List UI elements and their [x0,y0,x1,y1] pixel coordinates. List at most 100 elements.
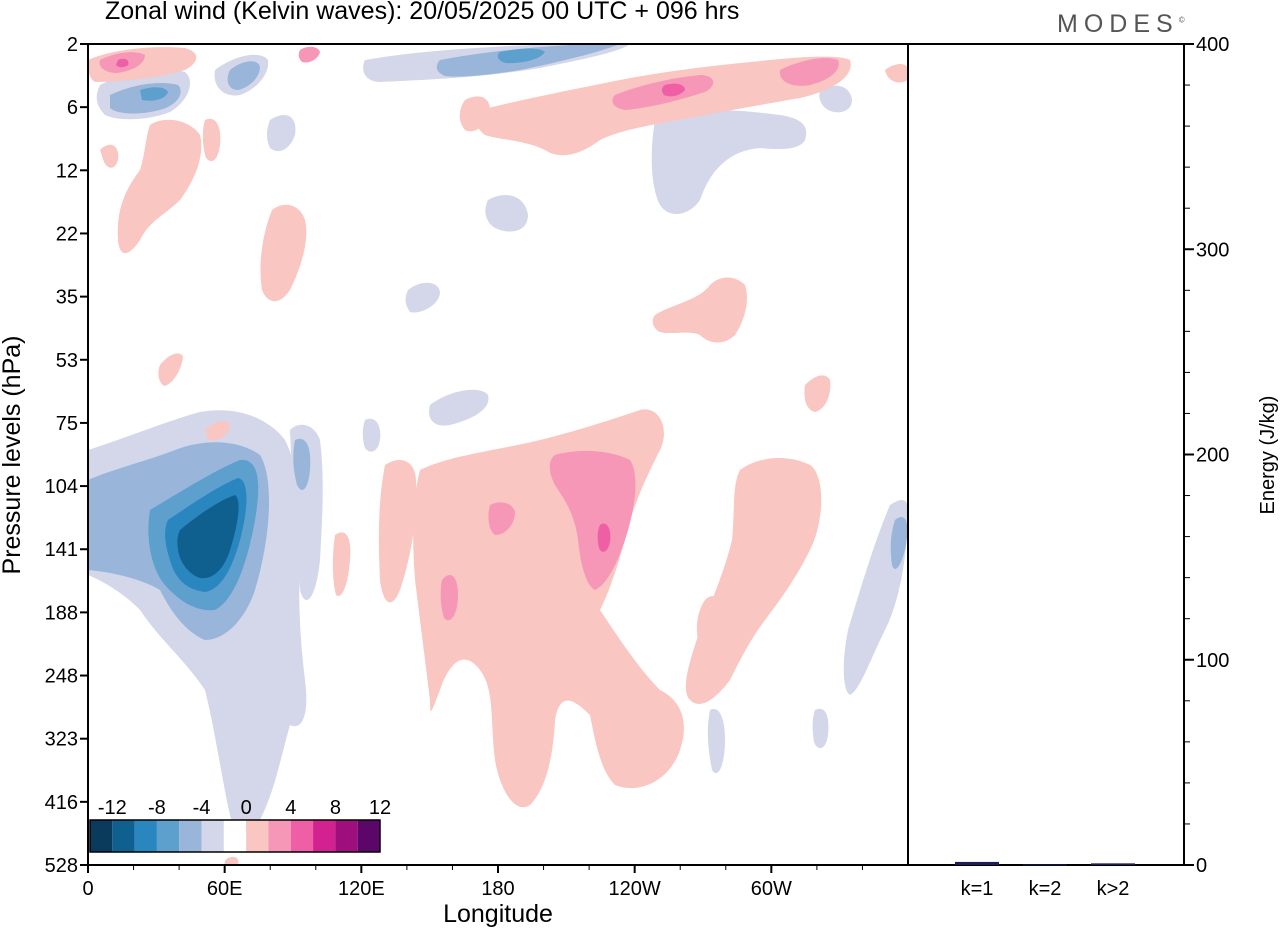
pos-region-2 [205,421,230,441]
energy-axis: 0 100 200 300 400 [1184,34,1229,877]
pos-region-6 [597,523,611,552]
energy-panel-frame [907,43,1185,866]
colorbar-label: -12 [98,797,127,819]
chart-title: Zonal wind (Kelvin waves): 20/05/2025 00… [105,0,740,25]
y-tick-label: 6 [67,97,78,119]
neg-region-12 [177,495,239,579]
pos-region-2 [804,375,831,412]
neg-region-6 [293,438,311,490]
pos-region-2 [332,532,351,596]
energy-tick-label: 300 [1196,239,1229,261]
energy-bars: k=1 k=2 k>2 [955,861,1135,900]
pos-region-6 [116,58,129,68]
neg-region-4 [819,85,852,113]
neg-region-4 [267,115,296,152]
pos-region-2 [696,596,721,644]
x-tick-label: 120W [609,878,661,900]
energy-bar-label: k>2 [1097,878,1130,900]
energy-tick-label: 100 [1196,650,1229,672]
neg-region-4 [651,110,807,215]
pos-region-2 [202,118,221,162]
pos-region-2 [378,460,417,603]
energy-axis-title: Energy (J/kg) [1257,396,1279,515]
y-tick-label: 416 [45,792,78,814]
x-tick-label: 120E [338,878,385,900]
pos-region-4 [298,46,320,63]
energy-tick-label: 400 [1196,34,1229,56]
colorbar-swatch [90,820,113,852]
zonal-wind-field [88,44,908,865]
y-tick-label: 141 [45,539,78,561]
pos-region-2 [885,64,908,83]
longitude-axis: 0 60E 120E 180 120W 60W [82,865,863,900]
energy-bar [1023,864,1067,866]
colorbar-label: -8 [148,797,166,819]
colorbar-swatch [246,820,269,852]
y-tick-label: 35 [56,287,78,309]
colorbar-swatch [112,820,135,852]
x-axis-title: Longitude [443,900,553,928]
neg-region-4 [812,708,829,749]
y-tick-label: 188 [45,602,78,624]
neg-region-6 [890,517,908,569]
colorbar-frame [89,819,381,853]
energy-bar-label: k=2 [1029,878,1062,900]
pos-region-4 [779,58,839,86]
neg-region-4 [405,282,440,313]
y-tick-label: 53 [56,350,78,372]
x-tick-label: 180 [481,878,514,900]
pos-region-2 [652,277,747,343]
colorbar-swatch [156,820,180,852]
pos-region-4 [440,575,458,621]
y-tick-label: 22 [56,223,78,245]
neg-region-4 [707,709,725,774]
modes-logo: MODES© [1057,10,1185,38]
y-tick-label: 12 [56,160,78,182]
colorbar-swatch [290,820,314,852]
x-tick-label: 60E [207,878,243,900]
neg-region-4 [429,389,489,426]
pos-region-2 [100,144,119,168]
energy-tick-label: 0 [1196,855,1207,877]
colorbar-swatch [335,820,358,852]
y-tick-label: 323 [45,729,78,751]
y-tick-label: 528 [45,855,78,877]
colorbar-swatch [313,820,336,852]
colorbar-label: -4 [193,797,211,819]
colorbar-swatch [134,820,157,852]
pos-region-4 [488,502,515,535]
pos-region-2 [685,458,822,704]
colorbar-label: 4 [285,797,296,819]
y-tick-label: 248 [45,666,78,688]
pos-region-2 [260,204,307,302]
colorbar-swatch [223,820,247,852]
energy-bar-label: k=1 [961,878,994,900]
neg-region-6 [227,61,260,90]
colorbar-swatch [268,820,291,852]
y-axis-title: Pressure levels (hPa) [0,336,26,575]
pos-region-2 [224,856,239,865]
pos-region-2 [476,56,851,156]
colorbar-swatch [357,820,380,852]
y-tick-label: 2 [67,34,78,56]
pressure-axis: 2 6 12 22 35 53 75 104 141 188 248 323 416 528 [45,34,88,877]
pos-region-4 [549,450,636,590]
energy-tick-label: 200 [1196,445,1229,467]
neg-region-4 [485,195,528,232]
neg-region-4 [362,418,381,452]
colorbar-swatch [179,820,202,852]
pos-region-6 [661,83,685,97]
y-tick-label: 104 [45,476,78,498]
pos-region-2 [117,119,202,254]
neg-region-8 [497,48,545,64]
colorbar-label: 12 [369,797,391,819]
colorbar-label: 8 [330,797,341,819]
neg-region-8 [140,87,168,101]
x-tick-label: 0 [82,878,93,900]
pos-region-2 [158,353,183,386]
colorbar-label: 0 [241,797,252,819]
colorbar: -12 -8 -4 0 4 8 12 [89,797,391,853]
x-tick-label: 60W [751,878,792,900]
energy-bar [1091,863,1135,865]
